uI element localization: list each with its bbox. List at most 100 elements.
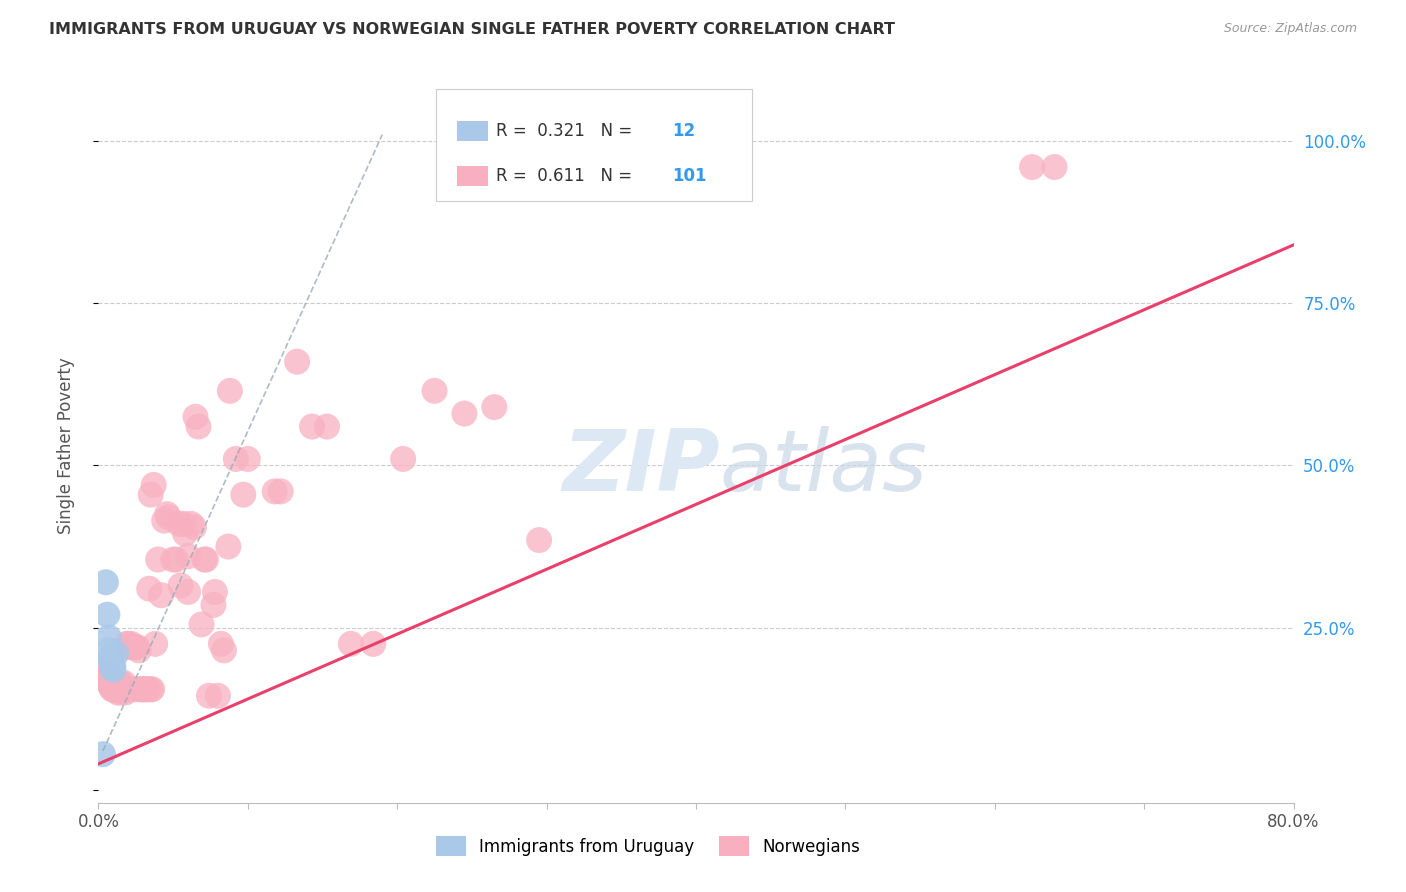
Text: R =  0.321   N =: R = 0.321 N =	[496, 122, 638, 140]
Point	[193, 552, 215, 566]
Point	[263, 484, 285, 499]
Point	[103, 679, 125, 693]
Text: ZIP: ZIP	[562, 425, 720, 509]
Point	[678, 160, 700, 174]
Point	[219, 384, 242, 398]
Point	[91, 747, 114, 761]
Point	[177, 549, 200, 564]
Point	[132, 682, 155, 697]
Point	[115, 682, 138, 697]
Point	[190, 617, 212, 632]
Point	[97, 675, 120, 690]
Point	[120, 637, 142, 651]
Point	[118, 640, 141, 654]
Y-axis label: Single Father Poverty: Single Father Poverty	[56, 358, 75, 534]
Point	[301, 419, 323, 434]
Point	[108, 682, 131, 697]
Point	[94, 575, 117, 590]
Point	[204, 585, 226, 599]
Point	[110, 675, 132, 690]
Point	[1021, 160, 1043, 174]
Point	[363, 637, 385, 651]
Point	[103, 663, 125, 677]
Point	[105, 647, 128, 661]
Point	[162, 552, 184, 566]
Point	[138, 582, 160, 596]
Point	[270, 484, 292, 499]
Text: atlas: atlas	[720, 425, 928, 509]
Point	[134, 682, 156, 697]
Point	[165, 552, 187, 566]
Point	[143, 637, 166, 651]
Point	[184, 409, 207, 424]
Point	[150, 588, 173, 602]
Point	[129, 682, 152, 697]
Point	[101, 659, 124, 673]
Point	[169, 578, 191, 592]
Point	[139, 682, 162, 697]
Point	[124, 640, 146, 654]
Point	[167, 516, 190, 531]
Legend: Immigrants from Uruguay, Norwegians: Immigrants from Uruguay, Norwegians	[429, 830, 868, 863]
Point	[97, 669, 120, 683]
Point	[212, 643, 235, 657]
Point	[91, 663, 114, 677]
Point	[236, 452, 259, 467]
Point	[232, 488, 254, 502]
Point	[209, 637, 232, 651]
Point	[187, 419, 209, 434]
Point	[183, 520, 205, 534]
Point	[117, 682, 139, 697]
Point	[96, 607, 118, 622]
Point	[96, 673, 118, 687]
Point	[104, 681, 127, 695]
Point	[453, 407, 475, 421]
Point	[135, 682, 157, 697]
Point	[101, 682, 124, 697]
Point	[148, 552, 170, 566]
Point	[125, 682, 148, 697]
Point	[104, 675, 127, 690]
Point	[128, 643, 150, 657]
Point	[153, 514, 176, 528]
Point	[207, 689, 229, 703]
Point	[117, 637, 139, 651]
Point	[94, 673, 117, 687]
Point	[114, 685, 136, 699]
Point	[97, 631, 120, 645]
Point	[107, 685, 129, 699]
Point	[111, 679, 134, 693]
Point	[484, 400, 506, 414]
Point	[103, 659, 125, 673]
Point	[198, 689, 221, 703]
Point	[101, 675, 124, 690]
Text: 12: 12	[672, 122, 695, 140]
Point	[1043, 160, 1066, 174]
Point	[93, 666, 115, 681]
Point	[105, 682, 128, 697]
Point	[98, 653, 122, 667]
Point	[285, 354, 308, 368]
Point	[692, 160, 714, 174]
Point	[340, 637, 363, 651]
Text: 101: 101	[672, 167, 707, 185]
Point	[98, 649, 122, 664]
Text: Source: ZipAtlas.com: Source: ZipAtlas.com	[1223, 22, 1357, 36]
Point	[174, 526, 197, 541]
Point	[195, 552, 218, 566]
Point	[173, 516, 195, 531]
Point	[392, 452, 415, 467]
Point	[527, 533, 550, 547]
Point	[156, 507, 179, 521]
Point	[131, 682, 153, 697]
Point	[202, 598, 225, 612]
Point	[180, 516, 202, 531]
Point	[108, 675, 131, 690]
Point	[98, 675, 122, 690]
Point	[225, 452, 247, 467]
Point	[110, 685, 132, 699]
Point	[121, 640, 143, 654]
Point	[111, 682, 134, 697]
Point	[536, 160, 558, 174]
Point	[94, 669, 117, 683]
